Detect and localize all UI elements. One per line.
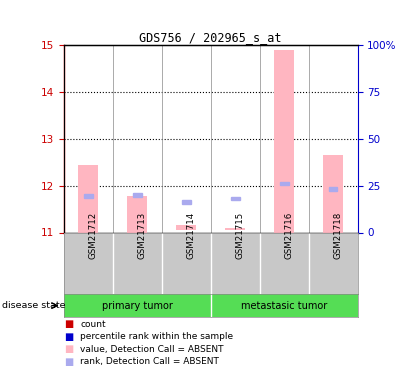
Text: GSM21712: GSM21712 <box>88 212 97 259</box>
Bar <box>225 228 245 230</box>
Bar <box>84 194 92 198</box>
Bar <box>274 50 294 232</box>
Text: GSM21715: GSM21715 <box>235 212 244 259</box>
Bar <box>133 194 141 196</box>
Bar <box>231 197 240 200</box>
Text: metastasic tumor: metastasic tumor <box>241 301 327 310</box>
Bar <box>176 225 196 230</box>
Text: ■: ■ <box>64 357 73 366</box>
Text: ■: ■ <box>64 320 73 329</box>
Text: ■: ■ <box>64 332 73 342</box>
Text: ■: ■ <box>64 344 73 354</box>
Bar <box>182 200 191 204</box>
Text: rank, Detection Call = ABSENT: rank, Detection Call = ABSENT <box>80 357 219 366</box>
Text: GSM21714: GSM21714 <box>186 212 195 259</box>
Bar <box>329 187 337 190</box>
Text: primary tumor: primary tumor <box>102 301 173 310</box>
Title: GDS756 / 202965_s_at: GDS756 / 202965_s_at <box>139 31 282 44</box>
Bar <box>280 182 289 185</box>
Text: percentile rank within the sample: percentile rank within the sample <box>80 332 233 341</box>
Text: GSM21713: GSM21713 <box>137 212 146 259</box>
Bar <box>127 196 147 232</box>
Bar <box>79 165 98 232</box>
Text: disease state: disease state <box>2 301 66 310</box>
Text: value, Detection Call = ABSENT: value, Detection Call = ABSENT <box>80 345 224 354</box>
Bar <box>323 155 343 232</box>
Text: GSM21718: GSM21718 <box>333 212 342 259</box>
Text: GSM21716: GSM21716 <box>284 212 293 259</box>
Text: count: count <box>80 320 106 329</box>
